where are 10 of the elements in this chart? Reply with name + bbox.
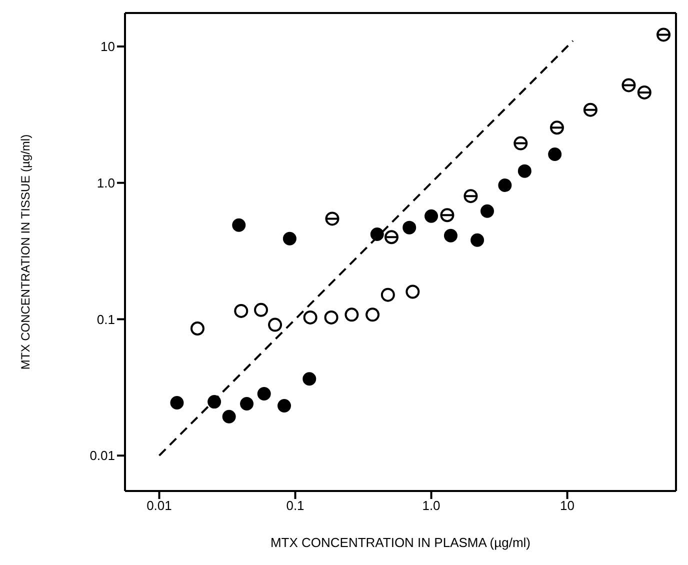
x-tick-label: 1.0 <box>422 498 440 514</box>
y-tick-label: 10 <box>100 39 115 54</box>
x-tick-label: 0.01 <box>146 498 172 514</box>
y-tick-label: 1.0 <box>96 175 115 190</box>
x-tick-label: 0.1 <box>286 498 304 514</box>
x-axis-title: MTX CONCENTRATION IN PLASMA (µg/ml) <box>270 535 531 550</box>
y-tick-label: 0.01 <box>90 448 115 464</box>
y-tick-label: 0.1 <box>96 312 115 327</box>
y-axis-title: MTX CONCENTRATION IN TISSUE (µg/ml) <box>18 134 32 370</box>
x-tick-label: 10 <box>560 498 575 514</box>
